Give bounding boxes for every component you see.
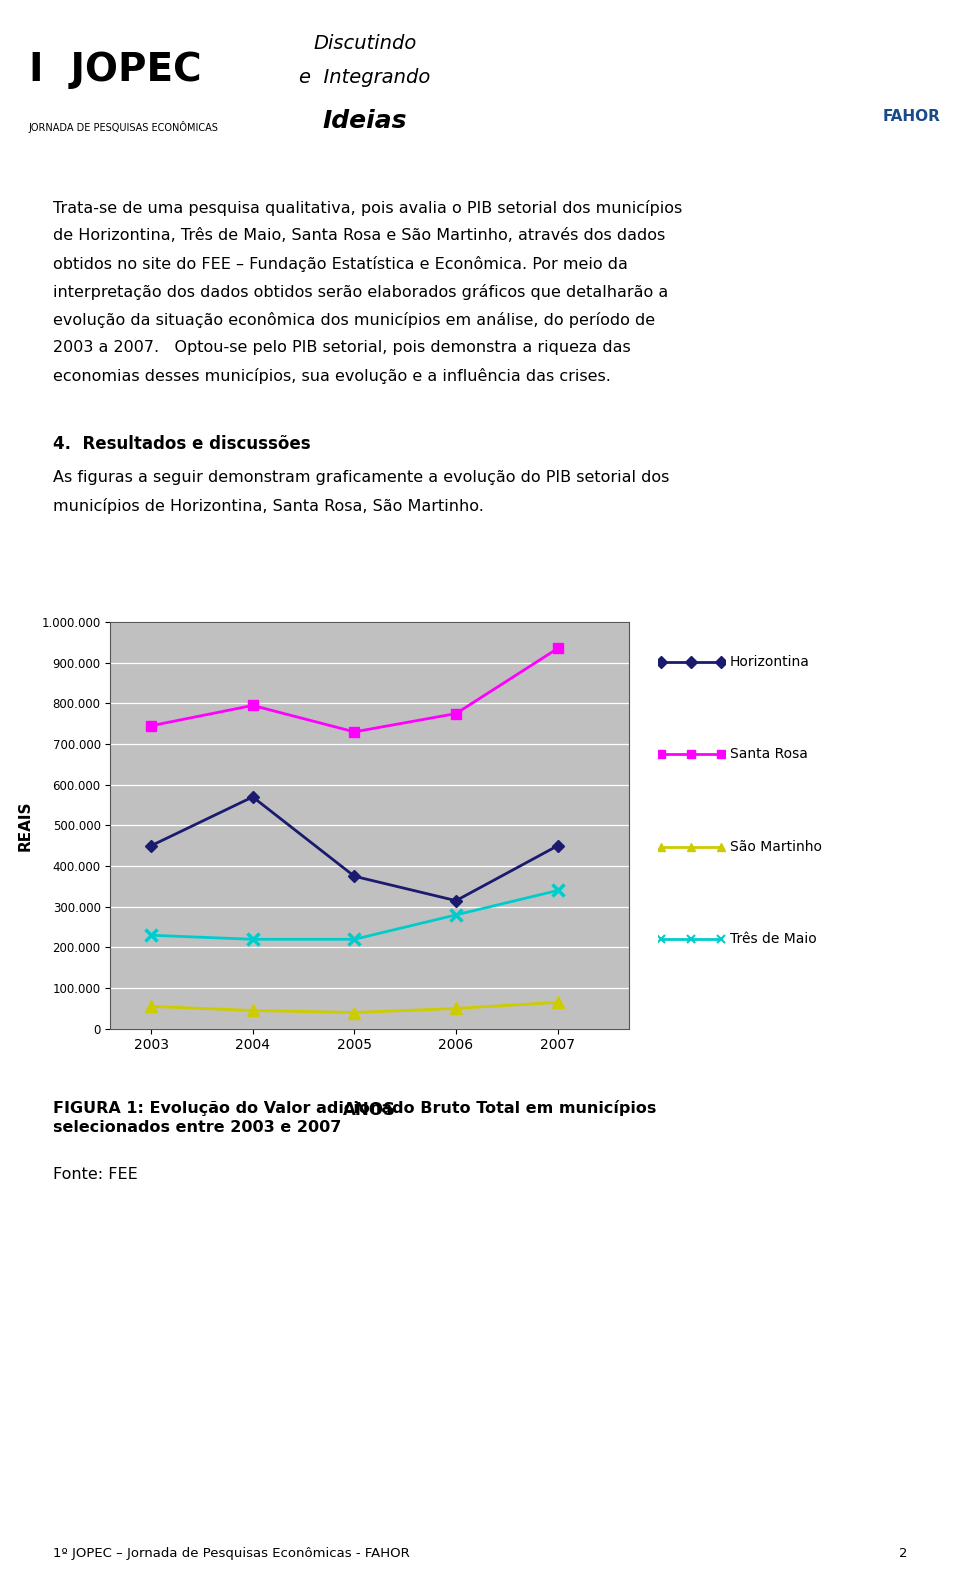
Text: FIGURA 1: Evolução do Valor adicionado Bruto Total em municípios
selecionados en: FIGURA 1: Evolução do Valor adicionado B… <box>53 1101 657 1136</box>
Text: evolução da situação econômica dos municípios em análise, do período de: evolução da situação econômica dos munic… <box>53 313 655 329</box>
Text: As figuras a seguir demonstram graficamente a evolução do PIB setorial dos: As figuras a seguir demonstram graficame… <box>53 471 669 485</box>
Text: 2: 2 <box>899 1547 907 1560</box>
Text: municípios de Horizontina, Santa Rosa, São Martinho.: municípios de Horizontina, Santa Rosa, S… <box>53 498 484 514</box>
Text: Horizontina: Horizontina <box>730 656 809 668</box>
Text: Fonte: FEE: Fonte: FEE <box>53 1168 137 1182</box>
Text: 2003 a 2007.   Optou-se pelo PIB setorial, pois demonstra a riqueza das: 2003 a 2007. Optou-se pelo PIB setorial,… <box>53 340 631 356</box>
Text: Três de Maio: Três de Maio <box>730 933 816 946</box>
Text: 4.  Resultados e discussões: 4. Resultados e discussões <box>53 435 310 453</box>
Text: FAHOR: FAHOR <box>883 108 941 124</box>
Text: JORNADA DE PESQUISAS ECONÔMICAS: JORNADA DE PESQUISAS ECONÔMICAS <box>29 121 219 132</box>
Text: Trata-se de uma pesquisa qualitativa, pois avalia o PIB setorial dos municípios: Trata-se de uma pesquisa qualitativa, po… <box>53 199 682 215</box>
Text: interpretação dos dados obtidos serão elaborados gráficos que detalharão a: interpretação dos dados obtidos serão el… <box>53 284 668 300</box>
Y-axis label: REAIS: REAIS <box>18 801 33 850</box>
Text: Santa Rosa: Santa Rosa <box>730 748 807 761</box>
Text: Discutindo: Discutindo <box>313 33 417 53</box>
Text: Ideias: Ideias <box>323 108 407 132</box>
Text: economias desses municípios, sua evolução e a influência das crises.: economias desses municípios, sua evoluçã… <box>53 368 611 384</box>
Text: de Horizontina, Três de Maio, Santa Rosa e São Martinho, através dos dados: de Horizontina, Três de Maio, Santa Rosa… <box>53 228 665 242</box>
Text: ANOS: ANOS <box>343 1101 396 1118</box>
Text: 1º JOPEC – Jornada de Pesquisas Econômicas - FAHOR: 1º JOPEC – Jornada de Pesquisas Econômic… <box>53 1547 410 1560</box>
Text: I  JOPEC: I JOPEC <box>29 51 202 89</box>
Text: obtidos no site do FEE – Fundação Estatística e Econômica. Por meio da: obtidos no site do FEE – Fundação Estatí… <box>53 257 628 273</box>
Text: São Martinho: São Martinho <box>730 841 822 853</box>
Text: e  Integrando: e Integrando <box>300 69 430 88</box>
